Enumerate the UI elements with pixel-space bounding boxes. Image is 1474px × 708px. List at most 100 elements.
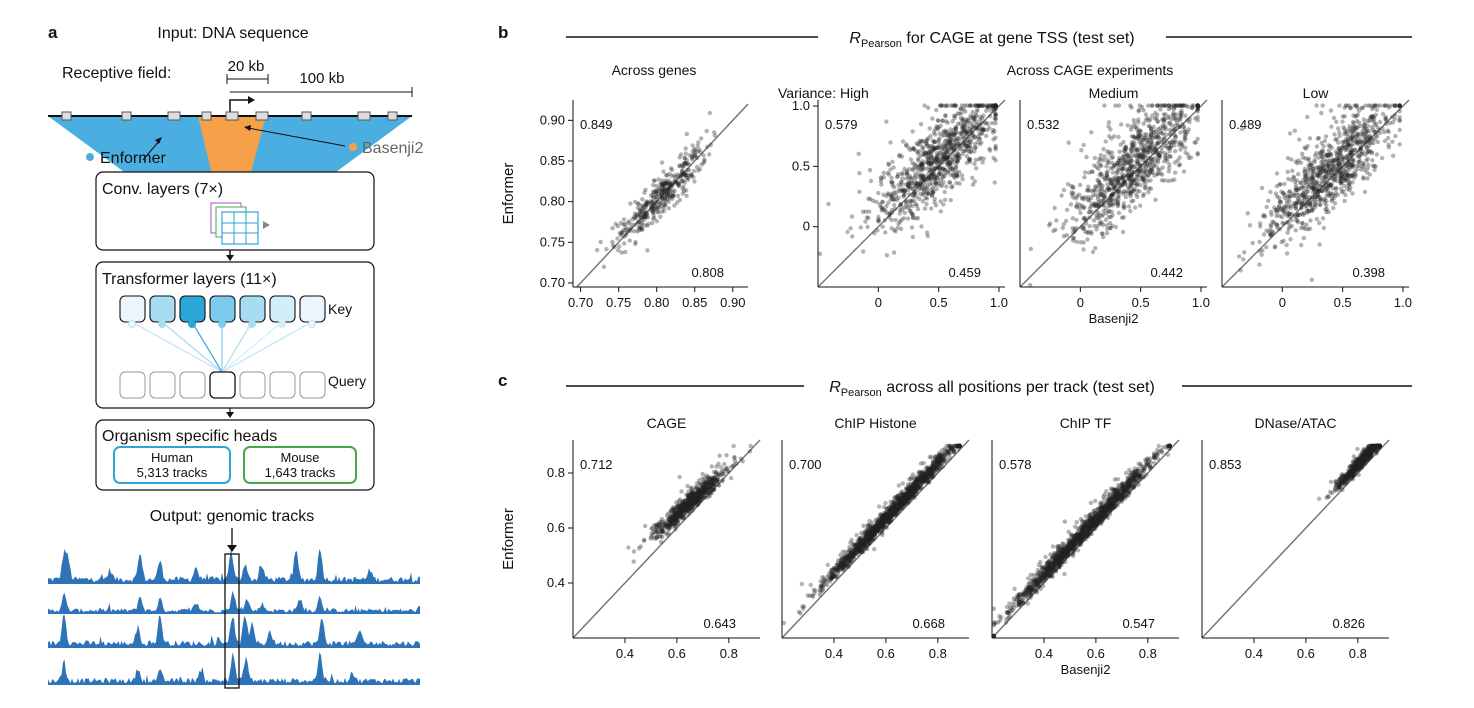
data-point	[943, 103, 948, 108]
data-point	[598, 239, 603, 245]
data-point	[1084, 154, 1089, 160]
data-point	[636, 546, 642, 551]
enformer-r-value: 0.849	[580, 117, 613, 132]
data-point	[677, 474, 682, 480]
data-point	[886, 172, 892, 177]
identity-line	[817, 99, 1006, 288]
data-point	[618, 220, 623, 226]
data-point	[940, 118, 945, 124]
data-point	[1289, 223, 1295, 229]
data-point	[930, 116, 935, 121]
data-point	[718, 465, 724, 470]
data-point	[993, 143, 998, 149]
data-point	[1352, 147, 1358, 152]
identity-line	[576, 103, 749, 288]
data-point	[664, 192, 670, 197]
data-point	[936, 138, 941, 143]
data-point	[654, 183, 659, 189]
data-point	[953, 159, 958, 164]
points	[1237, 103, 1402, 282]
data-point	[912, 147, 917, 153]
data-point	[879, 182, 884, 187]
data-point	[676, 182, 681, 187]
data-point	[1356, 163, 1362, 168]
data-point	[976, 103, 981, 109]
data-point	[993, 135, 998, 140]
data-point	[1052, 205, 1057, 211]
data-point	[929, 206, 934, 211]
data-point	[910, 194, 916, 199]
data-point	[951, 132, 957, 137]
data-point	[964, 147, 969, 153]
data-point	[1159, 178, 1165, 183]
data-point	[1305, 114, 1310, 120]
data-point	[848, 226, 853, 231]
data-point	[693, 147, 698, 152]
data-point	[857, 189, 862, 194]
data-point	[680, 191, 685, 196]
data-point	[1329, 191, 1334, 196]
data-point	[1308, 218, 1313, 223]
data-point	[887, 211, 892, 216]
data-point	[665, 188, 670, 193]
data-point	[1382, 103, 1387, 108]
data-point	[1333, 186, 1339, 191]
data-point	[941, 167, 946, 172]
data-point	[1285, 169, 1290, 174]
data-point	[1107, 195, 1112, 201]
data-point	[1122, 160, 1128, 165]
data-point	[875, 228, 880, 233]
data-point	[941, 202, 946, 207]
data-point	[817, 592, 823, 597]
data-point	[638, 215, 644, 221]
data-point	[1307, 165, 1313, 170]
data-point	[970, 124, 975, 130]
data-point	[929, 180, 934, 186]
data-point	[1136, 178, 1142, 183]
data-point	[700, 492, 705, 498]
data-point	[883, 230, 888, 235]
data-point	[898, 226, 904, 232]
data-point	[670, 193, 675, 198]
y-axis-label: Enformer	[500, 163, 517, 225]
data-point	[626, 219, 632, 224]
data-point	[915, 149, 920, 154]
data-point	[1100, 174, 1105, 179]
data-point	[660, 193, 665, 199]
data-point	[642, 190, 647, 195]
data-point	[650, 199, 655, 205]
data-point	[670, 194, 675, 199]
query-token	[209, 371, 236, 399]
data-point	[957, 169, 962, 175]
data-point	[1262, 214, 1268, 219]
data-point	[650, 204, 655, 209]
data-point	[919, 161, 924, 166]
data-point	[907, 192, 912, 197]
data-point	[856, 151, 861, 156]
data-point	[1071, 185, 1076, 191]
data-point	[981, 127, 987, 133]
data-point	[1317, 150, 1323, 155]
data-point	[860, 209, 866, 214]
data-point	[890, 183, 895, 188]
data-point	[702, 159, 707, 164]
data-point	[637, 207, 642, 212]
data-point	[1293, 228, 1298, 233]
data-point	[1273, 191, 1279, 196]
data-point	[1321, 225, 1327, 231]
data-point	[660, 183, 665, 188]
data-point	[650, 192, 655, 198]
data-point	[659, 178, 665, 183]
data-point	[1379, 155, 1385, 161]
data-point	[1340, 114, 1346, 119]
data-point	[1108, 165, 1113, 171]
data-point	[1105, 157, 1110, 163]
data-point	[938, 209, 944, 214]
data-point	[631, 549, 637, 554]
data-point	[1269, 212, 1274, 217]
data-point	[1367, 148, 1372, 154]
data-point	[676, 184, 681, 189]
data-point	[653, 200, 659, 205]
data-point	[961, 118, 966, 124]
